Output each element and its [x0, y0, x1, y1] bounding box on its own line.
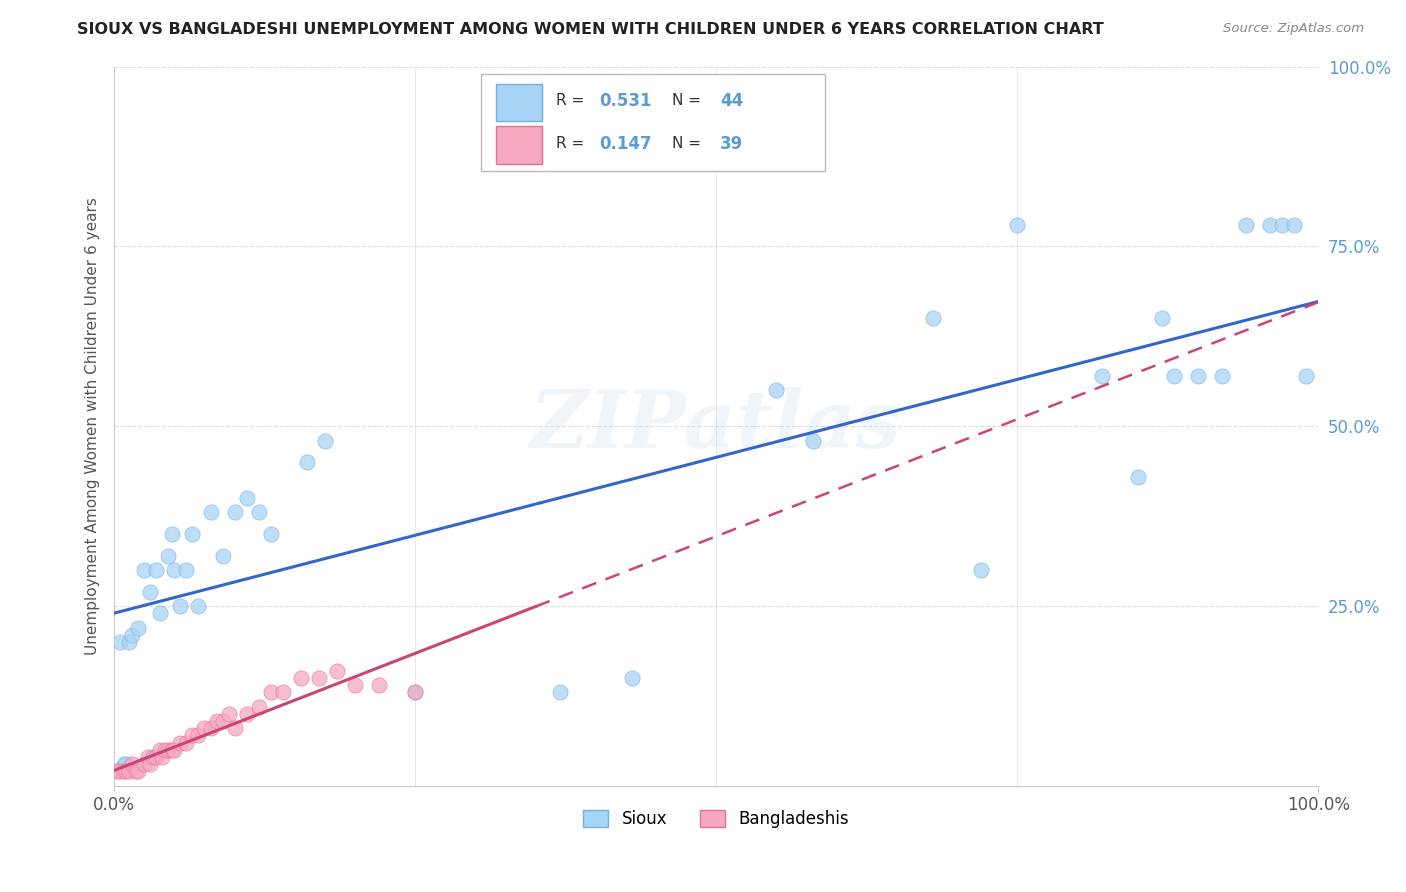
Point — [169, 599, 191, 613]
Point — [150, 750, 173, 764]
Point — [1163, 368, 1185, 383]
FancyBboxPatch shape — [496, 127, 541, 164]
Text: SIOUX VS BANGLADESHI UNEMPLOYMENT AMONG WOMEN WITH CHILDREN UNDER 6 YEARS CORREL: SIOUX VS BANGLADESHI UNEMPLOYMENT AMONG … — [77, 22, 1104, 37]
Text: ZIPatlas: ZIPatlas — [530, 387, 903, 465]
Text: Source: ZipAtlas.com: Source: ZipAtlas.com — [1223, 22, 1364, 36]
Point — [149, 743, 172, 757]
Text: 44: 44 — [720, 92, 744, 110]
Point — [112, 764, 135, 779]
Point — [145, 750, 167, 764]
Point — [271, 685, 294, 699]
Point — [139, 584, 162, 599]
Point — [193, 721, 215, 735]
Point — [160, 743, 183, 757]
Point — [548, 685, 571, 699]
Point — [922, 311, 945, 326]
Point — [970, 563, 993, 577]
Point — [224, 506, 246, 520]
Point — [620, 671, 643, 685]
Point — [801, 434, 824, 448]
Point — [260, 685, 283, 699]
Point — [1187, 368, 1209, 383]
Text: 0.531: 0.531 — [599, 92, 652, 110]
Point — [142, 750, 165, 764]
Point — [1150, 311, 1173, 326]
Point — [105, 764, 128, 779]
Point — [160, 527, 183, 541]
Text: 39: 39 — [720, 135, 744, 153]
FancyBboxPatch shape — [481, 74, 824, 171]
Point — [308, 671, 330, 685]
Point — [163, 743, 186, 757]
Point — [121, 757, 143, 772]
Point — [1211, 368, 1233, 383]
Point — [117, 635, 139, 649]
Point — [145, 563, 167, 577]
Point — [181, 527, 204, 541]
Point — [404, 685, 426, 699]
Point — [149, 606, 172, 620]
Point — [139, 757, 162, 772]
Point — [115, 757, 138, 772]
Point — [108, 764, 131, 779]
Point — [235, 491, 257, 505]
Point — [115, 764, 138, 779]
Point — [1258, 218, 1281, 232]
Point — [260, 527, 283, 541]
Point — [1234, 218, 1257, 232]
Point — [176, 736, 198, 750]
Point — [205, 714, 228, 728]
Point — [121, 628, 143, 642]
Point — [134, 757, 156, 772]
Point — [112, 757, 135, 772]
Point — [290, 671, 312, 685]
Point — [235, 706, 257, 721]
Text: N =: N = — [672, 136, 706, 152]
Point — [117, 764, 139, 779]
Text: R =: R = — [557, 94, 589, 109]
Point — [136, 750, 159, 764]
Point — [211, 714, 233, 728]
Point — [343, 678, 366, 692]
Point — [224, 721, 246, 735]
FancyBboxPatch shape — [496, 84, 541, 121]
Point — [295, 455, 318, 469]
Text: R =: R = — [557, 136, 589, 152]
Point — [200, 721, 222, 735]
Point — [211, 549, 233, 563]
Point — [176, 563, 198, 577]
Point — [368, 678, 391, 692]
Point — [326, 664, 349, 678]
Point — [157, 549, 180, 563]
Y-axis label: Unemployment Among Women with Children Under 6 years: Unemployment Among Women with Children U… — [86, 197, 100, 655]
Point — [163, 563, 186, 577]
Point — [1007, 218, 1029, 232]
Point — [181, 728, 204, 742]
Legend: Sioux, Bangladeshis: Sioux, Bangladeshis — [576, 804, 856, 835]
Text: 0.147: 0.147 — [599, 135, 652, 153]
Point — [157, 743, 180, 757]
Point — [1282, 218, 1305, 232]
Point — [187, 728, 209, 742]
Text: N =: N = — [672, 94, 706, 109]
Point — [247, 506, 270, 520]
Point — [404, 685, 426, 699]
Point — [108, 635, 131, 649]
Point — [127, 621, 149, 635]
Point — [314, 434, 336, 448]
Point — [765, 383, 787, 397]
Point — [134, 563, 156, 577]
Point — [200, 506, 222, 520]
Point — [1271, 218, 1294, 232]
Point — [1295, 368, 1317, 383]
Point — [247, 699, 270, 714]
Point — [169, 736, 191, 750]
Point — [218, 706, 240, 721]
Point — [127, 764, 149, 779]
Point — [125, 764, 148, 779]
Point — [153, 743, 176, 757]
Point — [187, 599, 209, 613]
Point — [1126, 469, 1149, 483]
Point — [1090, 368, 1112, 383]
